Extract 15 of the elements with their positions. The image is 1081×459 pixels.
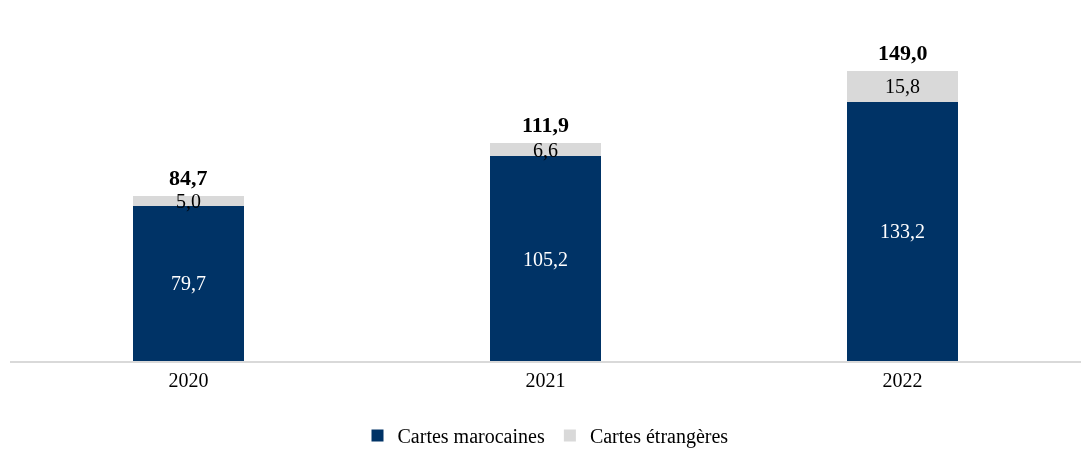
total-label: 84,7 [169, 165, 208, 190]
data-label: 15,8 [885, 75, 920, 98]
bar [847, 71, 958, 102]
x-tick-label: 2022 [882, 369, 923, 391]
legend-label: Cartes marocaines [397, 425, 545, 448]
bar [847, 101, 958, 361]
data-label: 79,7 [171, 272, 207, 295]
x-tick-label: 2020 [168, 369, 209, 391]
total-label: 111,9 [522, 112, 570, 137]
total-label: 149,0 [878, 40, 928, 65]
data-label: 133,2 [880, 220, 925, 243]
legend-label: Cartes étrangères [589, 425, 729, 449]
x-tick-label: 2021 [525, 369, 566, 391]
data-label: 6,6 [533, 138, 559, 161]
data-label: 105,2 [523, 247, 569, 270]
